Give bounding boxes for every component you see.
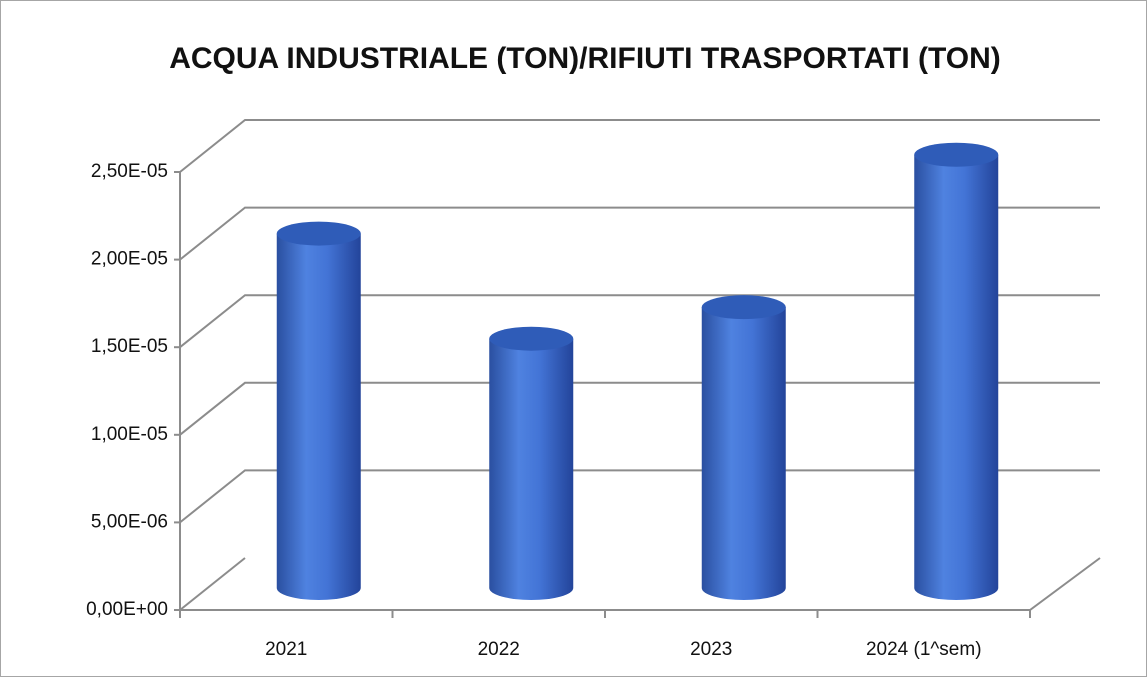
bar xyxy=(701,307,786,600)
y-tick-label: 1,00E-05 xyxy=(91,424,168,445)
grid-line xyxy=(179,294,1100,348)
bar xyxy=(276,233,361,600)
y-tick-label: 5,00E-06 xyxy=(91,511,168,532)
chart-title: ACQUA INDUSTRIALE (TON)/RIFIUTI TRASPORT… xyxy=(169,42,1001,75)
x-tick-label: 2023 xyxy=(690,639,732,660)
y-tick-label: 1,50E-05 xyxy=(91,336,168,357)
y-tick-label: 0,00E+00 xyxy=(86,599,168,620)
bar-top xyxy=(276,221,361,246)
bar xyxy=(914,154,999,600)
y-tick-label: 2,50E-05 xyxy=(91,161,168,182)
grid-line xyxy=(179,206,1100,261)
bar-top xyxy=(914,142,999,167)
grid-line xyxy=(179,119,1100,173)
x-tick-label: 2024 (1^sem) xyxy=(866,639,982,660)
grid-line xyxy=(179,469,1100,524)
floor-edge xyxy=(179,557,246,611)
x-tick-label: 2022 xyxy=(478,639,520,660)
grid-line xyxy=(179,381,1100,436)
bar-top xyxy=(701,295,786,320)
bar xyxy=(489,338,574,600)
y-tick-label: 2,00E-05 xyxy=(91,249,168,270)
x-tick-label: 2021 xyxy=(265,639,307,660)
bar-top xyxy=(489,326,574,351)
